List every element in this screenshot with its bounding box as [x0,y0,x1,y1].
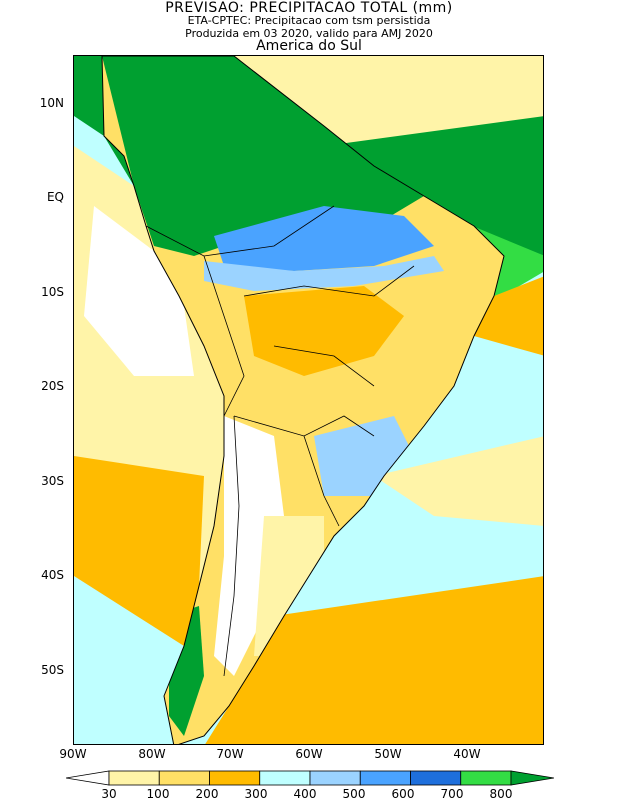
map-title: PREVISAO: PRECIPITACAO TOTAL (mm) [165,0,453,16]
lat-label-eq: EQ [46,190,64,204]
border-central [243,265,415,297]
pacific-white [84,206,194,376]
amazon-lightblue [204,256,444,291]
central-orange [244,286,404,376]
border-paraguay [273,345,375,387]
southern-ocean-orange [205,576,543,744]
precipitation-map [73,55,544,745]
map-canvas [74,56,543,744]
colorbar-arrow-low [66,770,110,786]
lon-label-40w: 40W [453,747,481,761]
colorbar-segment [108,770,160,786]
lat-label-10s: 10S [41,285,64,299]
colorbar-label: 300 [244,787,268,801]
pacific-orange [74,456,204,646]
colorbar-segment [158,770,210,786]
lon-label-90w: 90W [59,747,87,761]
colorbar-segment [359,770,411,786]
colorbar-segment [259,770,311,786]
lat-label-40s: 40S [41,568,64,582]
lat-label-10n: 10N [39,96,64,110]
border-north-andes [145,205,335,257]
lon-label-50w: 50W [374,747,402,761]
colorbar-label: 400 [293,787,317,801]
coastline [101,56,505,744]
colorbar-segment [460,770,512,786]
amazon-blue [214,206,434,271]
colorbar-segment [209,770,261,786]
colorbar-label: 30 [101,787,117,801]
patagonia-white [214,416,284,676]
colorbar-arrow-high [510,770,554,786]
lon-label-60w: 60W [295,747,323,761]
colorbar-label: 100 [146,787,170,801]
colorbar-label: 800 [489,787,513,801]
colorbar-segment [309,770,361,786]
model-subtitle: ETA-CPTEC: Precipitacao com tsm persisti… [187,14,431,27]
border-andes [223,415,240,677]
lat-label-20s: 20S [41,379,64,393]
color-bar [66,770,554,786]
lon-label-70w: 70W [216,747,244,761]
south-atlantic-orange [474,276,543,356]
colorbar-segment [410,770,462,786]
border-amazon [203,255,245,417]
lat-label-50s: 50S [41,663,64,677]
border-south-cone [233,415,375,437]
colorbar-label: 600 [391,787,415,801]
south-atlantic-yellow [374,436,543,526]
colorbar-label: 500 [342,787,366,801]
lat-label-30s: 30S [41,474,64,488]
border-rio-plata [303,435,340,527]
validity-subtitle: Produzida em 03 2020, valido para AMJ 20… [185,27,433,40]
region-title: America do Sul [256,38,362,54]
colorbar-label: 200 [195,787,219,801]
colorbar-label: 700 [440,787,464,801]
country-borders [145,205,415,677]
lon-label-80w: 80W [138,747,166,761]
